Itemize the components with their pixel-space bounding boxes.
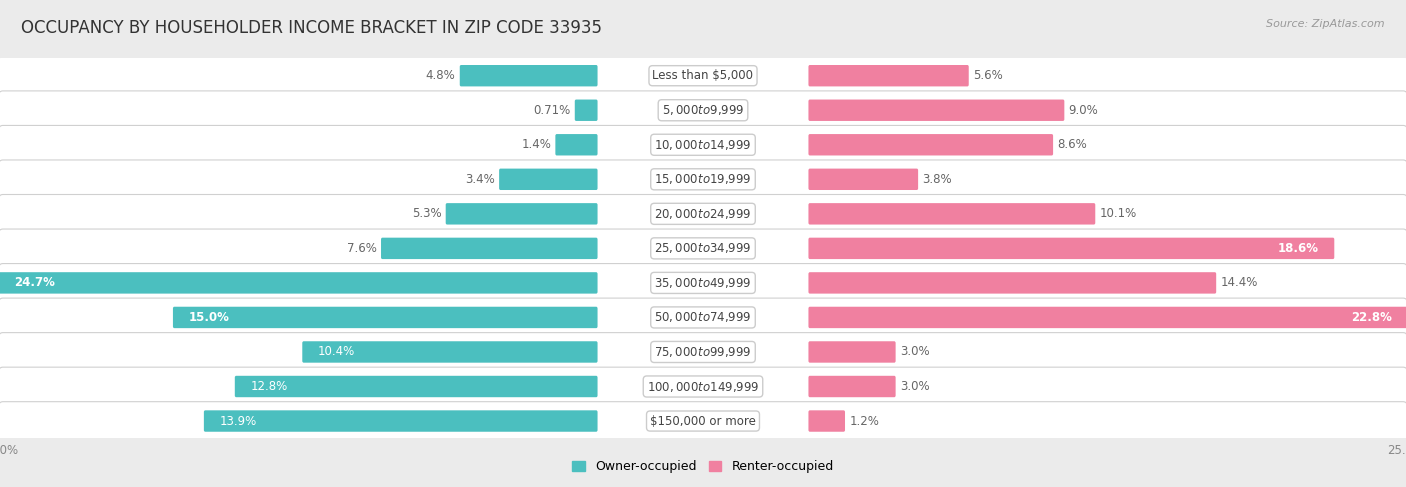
Text: 5.3%: 5.3% [412,207,441,220]
Text: 12.8%: 12.8% [250,380,287,393]
FancyBboxPatch shape [0,333,1406,371]
FancyBboxPatch shape [204,411,598,432]
Text: $100,000 to $149,999: $100,000 to $149,999 [647,379,759,393]
FancyBboxPatch shape [575,99,598,121]
FancyBboxPatch shape [0,263,1406,302]
FancyBboxPatch shape [0,229,1406,268]
FancyBboxPatch shape [0,272,598,294]
Text: $10,000 to $14,999: $10,000 to $14,999 [654,138,752,152]
FancyBboxPatch shape [555,134,598,155]
FancyBboxPatch shape [0,160,1406,199]
FancyBboxPatch shape [808,307,1406,328]
Text: Source: ZipAtlas.com: Source: ZipAtlas.com [1267,19,1385,30]
Text: $75,000 to $99,999: $75,000 to $99,999 [654,345,752,359]
Text: 5.6%: 5.6% [973,69,1002,82]
FancyBboxPatch shape [808,411,845,432]
Text: 4.8%: 4.8% [426,69,456,82]
FancyBboxPatch shape [499,169,598,190]
FancyBboxPatch shape [0,367,1406,406]
Text: 10.1%: 10.1% [1099,207,1136,220]
FancyBboxPatch shape [235,376,598,397]
FancyBboxPatch shape [0,402,1406,440]
FancyBboxPatch shape [302,341,598,363]
FancyBboxPatch shape [808,238,1334,259]
FancyBboxPatch shape [0,56,1406,95]
FancyBboxPatch shape [808,272,1216,294]
Text: 3.0%: 3.0% [900,380,929,393]
Text: 1.2%: 1.2% [849,414,879,428]
FancyBboxPatch shape [808,169,918,190]
Text: 1.4%: 1.4% [522,138,551,151]
FancyBboxPatch shape [381,238,598,259]
Text: $35,000 to $49,999: $35,000 to $49,999 [654,276,752,290]
FancyBboxPatch shape [0,298,1406,337]
FancyBboxPatch shape [460,65,598,86]
Text: 0.71%: 0.71% [533,104,571,117]
FancyBboxPatch shape [0,91,1406,130]
FancyBboxPatch shape [808,65,969,86]
Text: 3.0%: 3.0% [900,345,929,358]
Text: 22.8%: 22.8% [1351,311,1392,324]
Text: $15,000 to $19,999: $15,000 to $19,999 [654,172,752,187]
Text: $5,000 to $9,999: $5,000 to $9,999 [662,103,744,117]
FancyBboxPatch shape [808,376,896,397]
FancyBboxPatch shape [808,203,1095,225]
Text: 9.0%: 9.0% [1069,104,1098,117]
Text: 24.7%: 24.7% [14,277,55,289]
FancyBboxPatch shape [173,307,598,328]
Text: $25,000 to $34,999: $25,000 to $34,999 [654,242,752,255]
Text: 3.8%: 3.8% [922,173,952,186]
Text: Less than $5,000: Less than $5,000 [652,69,754,82]
FancyBboxPatch shape [808,99,1064,121]
Text: OCCUPANCY BY HOUSEHOLDER INCOME BRACKET IN ZIP CODE 33935: OCCUPANCY BY HOUSEHOLDER INCOME BRACKET … [21,19,602,37]
Text: 14.4%: 14.4% [1220,277,1258,289]
Text: 8.6%: 8.6% [1057,138,1087,151]
Text: 18.6%: 18.6% [1278,242,1319,255]
Legend: Owner-occupied, Renter-occupied: Owner-occupied, Renter-occupied [568,455,838,478]
Text: $150,000 or more: $150,000 or more [650,414,756,428]
Text: 13.9%: 13.9% [219,414,256,428]
FancyBboxPatch shape [808,134,1053,155]
Text: $20,000 to $24,999: $20,000 to $24,999 [654,207,752,221]
Text: 3.4%: 3.4% [465,173,495,186]
Text: $50,000 to $74,999: $50,000 to $74,999 [654,310,752,324]
FancyBboxPatch shape [0,126,1406,164]
FancyBboxPatch shape [808,341,896,363]
FancyBboxPatch shape [0,194,1406,233]
Text: 10.4%: 10.4% [318,345,354,358]
FancyBboxPatch shape [446,203,598,225]
Text: 15.0%: 15.0% [188,311,229,324]
Text: 7.6%: 7.6% [347,242,377,255]
